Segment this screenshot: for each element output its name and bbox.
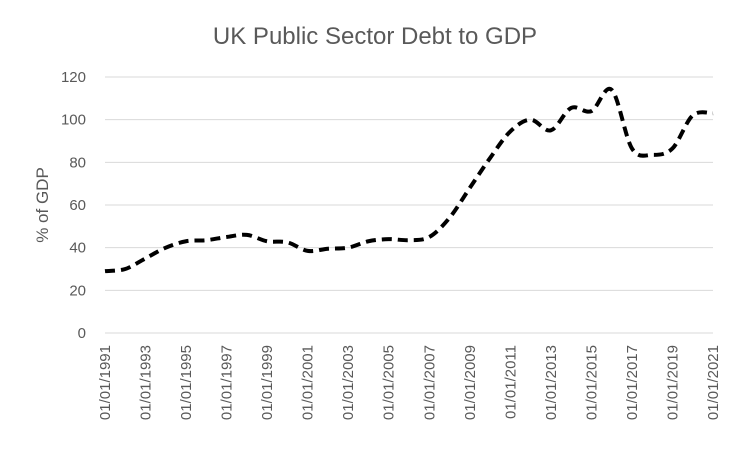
series-layer bbox=[103, 86, 716, 274]
data-point bbox=[711, 111, 716, 116]
data-point bbox=[508, 129, 513, 134]
x-tick-label: 01/01/1999 bbox=[259, 345, 276, 420]
data-point bbox=[143, 256, 148, 261]
data-point bbox=[123, 267, 128, 272]
data-point bbox=[569, 105, 574, 110]
data-point bbox=[589, 109, 594, 114]
x-tick-label: 01/01/2019 bbox=[664, 345, 681, 420]
y-tick-label: 60 bbox=[69, 197, 86, 214]
data-point bbox=[528, 117, 533, 122]
data-point bbox=[609, 87, 614, 92]
y-axis-ticks: 0 20 40 60 80 100 120 bbox=[61, 69, 86, 342]
data-point bbox=[244, 232, 249, 237]
data-point bbox=[285, 240, 290, 245]
gridlines bbox=[105, 76, 713, 334]
x-tick-label: 01/01/1993 bbox=[138, 345, 155, 420]
chart-title: UK Public Sector Debt to GDP bbox=[213, 23, 537, 50]
series-line-0 bbox=[104, 86, 714, 274]
x-tick-label: 01/01/2021 bbox=[705, 345, 722, 420]
data-point bbox=[224, 235, 229, 240]
y-tick-label: 40 bbox=[69, 240, 86, 257]
x-tick-label: 01/01/2015 bbox=[583, 345, 600, 420]
data-point bbox=[467, 185, 472, 190]
y-tick-label: 20 bbox=[69, 282, 86, 299]
data-point bbox=[407, 238, 412, 243]
y-tick-label: 100 bbox=[61, 112, 86, 129]
data-point bbox=[366, 239, 371, 244]
data-point bbox=[325, 246, 330, 251]
x-tick-label: 01/01/2009 bbox=[462, 345, 479, 420]
x-tick-label: 01/01/2011 bbox=[502, 345, 519, 419]
data-point bbox=[427, 235, 432, 240]
data-point bbox=[548, 128, 553, 133]
x-tick-label: 01/01/1991 bbox=[97, 345, 114, 420]
x-tick-label: 01/01/1997 bbox=[219, 345, 236, 420]
y-tick-label: 80 bbox=[69, 154, 86, 171]
data-point bbox=[163, 245, 168, 250]
x-tick-label: 01/01/2005 bbox=[381, 345, 398, 420]
y-tick-label: 120 bbox=[61, 69, 86, 86]
data-point bbox=[265, 239, 270, 244]
data-point bbox=[690, 113, 695, 118]
x-tick-label: 01/01/2007 bbox=[421, 345, 438, 420]
data-point bbox=[305, 248, 310, 253]
data-point bbox=[184, 239, 189, 244]
data-point bbox=[670, 146, 675, 151]
x-tick-label: 01/01/2017 bbox=[624, 345, 641, 420]
x-tick-label: 01/01/2001 bbox=[300, 345, 317, 420]
data-point bbox=[386, 237, 391, 242]
data-point bbox=[488, 156, 493, 161]
x-tick-label: 01/01/2013 bbox=[543, 345, 560, 420]
x-tick-label: 01/01/1995 bbox=[178, 345, 195, 420]
y-tick-label: 0 bbox=[78, 325, 86, 342]
x-tick-label: 01/01/2003 bbox=[340, 345, 357, 420]
data-point bbox=[447, 215, 452, 220]
data-point bbox=[629, 146, 634, 151]
data-point bbox=[103, 269, 108, 274]
x-axis-ticks: 01/01/1991 01/01/1993 01/01/1995 01/01/1997… bbox=[97, 345, 722, 420]
data-point bbox=[650, 152, 655, 157]
data-point bbox=[204, 238, 209, 243]
data-point bbox=[346, 245, 351, 250]
y-axis-label: % of GDP bbox=[33, 167, 52, 243]
